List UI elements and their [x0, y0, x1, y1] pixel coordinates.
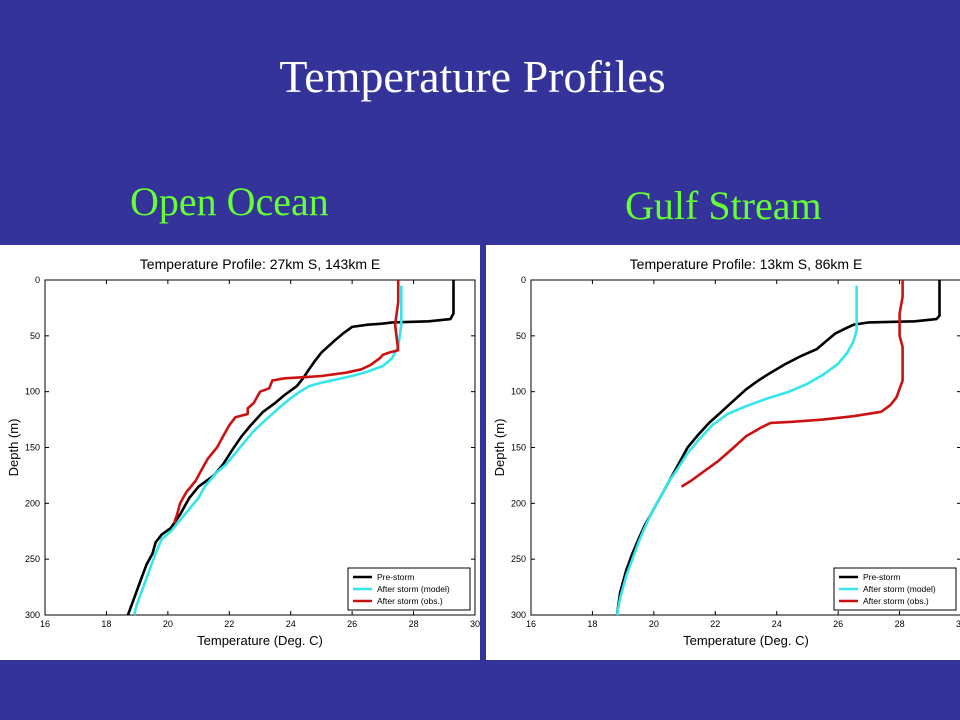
plot-frame — [530, 279, 960, 616]
slide-title: Temperature Profiles — [279, 51, 666, 102]
x-tick-label: 22 — [224, 619, 234, 629]
x-tick-label: 22 — [710, 619, 720, 629]
y-tick-label: 0 — [521, 275, 526, 285]
x-tick-label: 20 — [163, 619, 173, 629]
y-axis-label: Depth (m) — [6, 419, 21, 477]
y-tick-label: 50 — [516, 331, 526, 341]
subtitle-gulf-stream: Gulf Stream — [625, 183, 822, 228]
y-tick-label: 100 — [25, 387, 40, 397]
series-line-3 — [172, 280, 400, 524]
legend-label-3: After storm (obs.) — [863, 596, 929, 606]
legend-label-1: Pre-storm — [377, 572, 414, 582]
y-tick-label: 150 — [511, 443, 526, 453]
legend-label-2: After storm (model) — [863, 584, 936, 594]
chart-panel-gulf-stream: Temperature Profile: 13km S, 86km E 16 18 2… — [486, 245, 960, 660]
x-tick-label: 18 — [101, 619, 111, 629]
legend-label-2: After storm (model) — [377, 584, 450, 594]
legend-label-3: After storm (obs.) — [377, 596, 443, 606]
chart-title: Temperature Profile: 27km S, 143km E — [140, 256, 380, 272]
x-tick-label: 18 — [587, 619, 597, 629]
legend-label-1: Pre-storm — [863, 572, 900, 582]
y-tick-label: 300 — [25, 610, 40, 620]
y-tick-label: 200 — [511, 498, 526, 508]
y-tick-label: 250 — [511, 554, 526, 564]
x-tick-label: 16 — [40, 619, 50, 629]
y-tick-label: 250 — [25, 554, 40, 564]
x-tick-label: 28 — [895, 619, 905, 629]
series-line-1 — [615, 280, 941, 616]
y-axis-label: Depth (m) — [492, 419, 507, 477]
x-tick-label: 24 — [772, 619, 782, 629]
chart-title: Temperature Profile: 13km S, 86km E — [630, 256, 863, 272]
plot-frame — [44, 279, 476, 616]
x-tick-label: 24 — [286, 619, 296, 629]
chart-open-ocean: Temperature Profile: 27km S, 143km E 16 18… — [6, 256, 480, 648]
x-tick-label: 26 — [347, 619, 357, 629]
x-tick-label: 20 — [649, 619, 659, 629]
y-tick-label: 300 — [511, 610, 526, 620]
y-tick-label: 200 — [25, 498, 40, 508]
x-tick-label: 26 — [833, 619, 843, 629]
series-line-3 — [680, 280, 904, 488]
x-axis-label: Temperature (Deg. C) — [683, 633, 809, 648]
x-tick-label: 28 — [409, 619, 419, 629]
x-tick-label: 30 — [470, 619, 480, 629]
y-tick-label: 100 — [511, 387, 526, 397]
y-tick-label: 150 — [25, 443, 40, 453]
x-tick-label: 16 — [526, 619, 536, 629]
subtitle-open-ocean: Open Ocean — [130, 179, 329, 224]
chart-panel-open-ocean: Temperature Profile: 27km S, 143km E 16 18… — [0, 245, 480, 660]
chart-gulf-stream: Temperature Profile: 13km S, 86km E 16 18 2… — [492, 256, 960, 648]
x-axis-label: Temperature (Deg. C) — [197, 633, 323, 648]
y-tick-label: 0 — [35, 275, 40, 285]
series-line-2 — [615, 285, 858, 616]
x-tick-label: 30 — [956, 619, 960, 629]
series-line-2 — [132, 285, 403, 616]
y-tick-label: 50 — [30, 331, 40, 341]
series-line-1 — [126, 280, 455, 616]
